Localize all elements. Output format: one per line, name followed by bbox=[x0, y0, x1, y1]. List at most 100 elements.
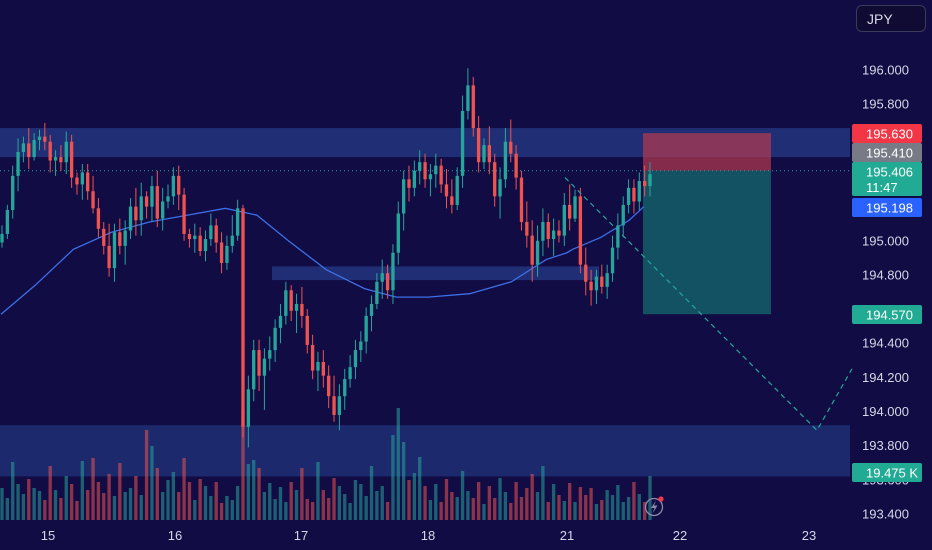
candle-body bbox=[144, 196, 149, 207]
candle-body bbox=[0, 233, 4, 243]
candle-body bbox=[498, 179, 502, 197]
candle-body bbox=[327, 375, 331, 397]
candle-body bbox=[503, 141, 508, 180]
candle-body bbox=[450, 196, 454, 205]
volume-bar bbox=[144, 430, 149, 520]
zone-demand bbox=[0, 425, 850, 477]
volume-bar bbox=[64, 476, 68, 520]
candle-body bbox=[632, 187, 636, 202]
candle-body bbox=[434, 165, 438, 175]
volume-bar bbox=[493, 498, 497, 520]
price-tick-label: 193.800 bbox=[862, 438, 909, 453]
time-axis[interactable]: 15 16 17 18 21 22 23 bbox=[41, 528, 816, 543]
candle-body bbox=[364, 315, 368, 342]
candle-body bbox=[514, 153, 518, 178]
candle-body bbox=[348, 367, 352, 380]
volume-bar bbox=[230, 500, 234, 520]
stop-loss-zone bbox=[643, 133, 771, 171]
candle-body bbox=[380, 273, 384, 282]
volume-bar bbox=[460, 471, 465, 520]
candle-body bbox=[214, 225, 218, 243]
candle-body bbox=[401, 179, 406, 214]
volume-bar bbox=[209, 496, 213, 520]
volume-bar bbox=[439, 502, 443, 520]
volume-bar bbox=[316, 462, 320, 520]
candle-body bbox=[241, 208, 245, 427]
volume-bar bbox=[375, 491, 379, 520]
candle-body bbox=[332, 396, 336, 415]
candle-body bbox=[193, 235, 197, 240]
volume-bar bbox=[182, 458, 186, 520]
volume-bar bbox=[482, 504, 486, 520]
take-profit-zone bbox=[643, 170, 771, 315]
short-position-layer[interactable] bbox=[0, 133, 850, 315]
candle-body bbox=[305, 315, 309, 345]
price-axis[interactable]: 196.000 195.800 195.000 194.800 194.400 194.2… bbox=[858, 28, 932, 522]
price-badge-volume bbox=[852, 463, 922, 482]
candle-body bbox=[385, 273, 390, 291]
volume-bar bbox=[498, 478, 502, 520]
volume-bar bbox=[118, 463, 122, 520]
time-tick-label: 18 bbox=[421, 528, 435, 543]
candle-body bbox=[642, 181, 647, 187]
candle-body bbox=[123, 230, 127, 246]
candle-body bbox=[43, 136, 47, 142]
currency-button[interactable]: JPY bbox=[856, 5, 926, 32]
candle-body bbox=[573, 196, 577, 219]
volume-bar bbox=[294, 490, 299, 520]
candle-body bbox=[203, 239, 208, 252]
price-badge-moving-average bbox=[852, 198, 922, 217]
volume-bar bbox=[155, 468, 159, 520]
candle-body bbox=[300, 303, 304, 316]
volume-bar bbox=[75, 501, 79, 520]
volume-bar bbox=[525, 488, 529, 520]
volume-bar bbox=[16, 484, 20, 520]
candle-body bbox=[396, 213, 400, 253]
volume-bar bbox=[128, 488, 133, 520]
volume-bar bbox=[621, 502, 625, 520]
candle-body bbox=[616, 225, 620, 248]
volume-bar bbox=[616, 485, 620, 520]
candle-body bbox=[337, 396, 342, 415]
candle-body bbox=[471, 85, 475, 129]
price-tick-label: 194.800 bbox=[862, 267, 909, 282]
volume-bar bbox=[0, 488, 4, 520]
volume-bar bbox=[203, 486, 208, 520]
candle-body bbox=[219, 242, 224, 263]
candle-body bbox=[407, 179, 411, 188]
candle-body bbox=[21, 143, 26, 152]
volume-bar bbox=[53, 490, 58, 520]
candle-body bbox=[37, 136, 42, 141]
price-badge-label: 195.406 bbox=[866, 165, 913, 180]
volume-layer bbox=[0, 408, 652, 520]
candle-body bbox=[584, 264, 588, 282]
candle-body bbox=[209, 225, 213, 240]
volume-bar bbox=[455, 497, 459, 520]
volume-bar bbox=[166, 480, 170, 520]
volume-bar bbox=[300, 468, 304, 520]
volume-bar bbox=[43, 500, 47, 520]
volume-bar bbox=[364, 496, 368, 520]
volume-bar bbox=[102, 493, 106, 520]
volume-bar bbox=[359, 484, 363, 520]
candle-body bbox=[107, 245, 111, 269]
volume-bar bbox=[112, 496, 117, 520]
candle-body bbox=[64, 141, 68, 163]
flash-icon[interactable] bbox=[644, 496, 664, 517]
volume-bar bbox=[257, 468, 261, 520]
candle-body bbox=[594, 276, 599, 291]
candle-body bbox=[198, 235, 202, 252]
candle-body bbox=[568, 204, 572, 219]
volume-bar bbox=[86, 490, 90, 520]
candle-body bbox=[637, 181, 641, 202]
candle-body bbox=[91, 191, 95, 209]
volume-bar bbox=[21, 494, 26, 520]
volume-bar bbox=[348, 503, 352, 520]
volume-bar bbox=[252, 460, 256, 520]
volume-bar bbox=[605, 490, 609, 520]
candle-body bbox=[48, 141, 52, 161]
volume-bar bbox=[246, 464, 251, 520]
